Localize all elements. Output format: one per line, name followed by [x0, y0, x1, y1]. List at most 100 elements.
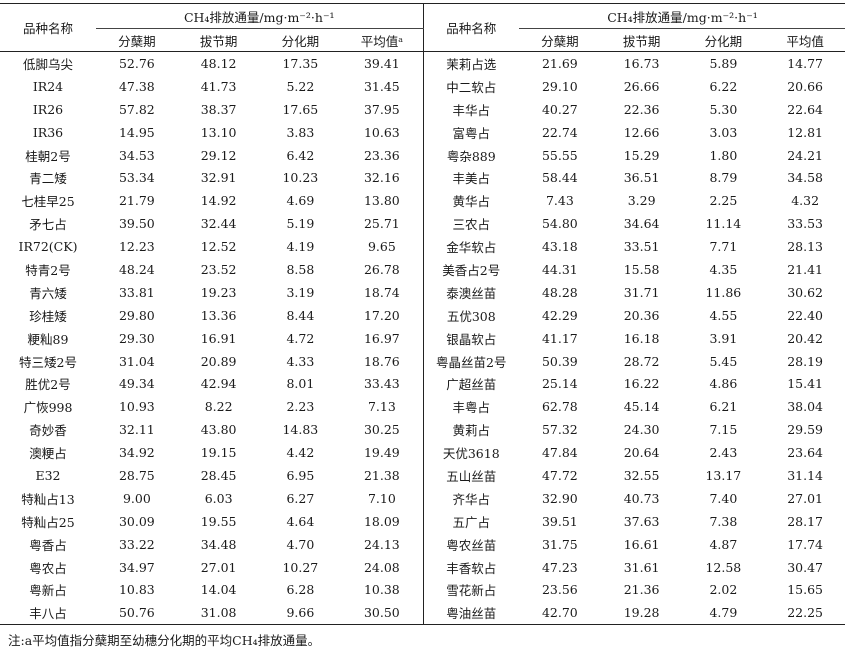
table-row: IR26 57.82 38.37 17.65 37.95 丰华占 40.27 22.36 5.3… [0, 97, 845, 121]
variety-name-cell-left: IR24 [32, 78, 64, 94]
value-cell-right: 12.58 [705, 559, 742, 575]
variety-name-cell-right: 雪花新占 [446, 583, 497, 599]
value-cell-left: 6.28 [286, 582, 315, 598]
value-cell-right: 15.58 [623, 261, 660, 277]
variety-name-cell-left: E32 [35, 467, 61, 483]
value-cell-right: 3.91 [709, 330, 738, 346]
value-cell-left: 18.09 [341, 509, 424, 533]
value-cell-left: 33.81 [118, 284, 155, 300]
value-cell-right: 33.53 [787, 216, 824, 232]
header-jointing-right: 拔节期 [600, 28, 683, 52]
value-cell-right: 16.61 [623, 536, 660, 552]
value-cell-right: 15.65 [787, 582, 824, 598]
value-cell-right: 20.64 [623, 445, 660, 461]
value-cell-left: 42.94 [200, 376, 237, 392]
value-cell-right: 2.02 [709, 582, 738, 598]
table-row: 奇妙香 32.11 43.80 14.83 30.25 黄莉占 57.32 24.30 7.15… [0, 418, 845, 442]
value-cell-left: 43.80 [200, 422, 237, 438]
table-row: 粤农占 34.97 27.01 10.27 24.08 丰香软占 47.23 31.61 12.… [0, 555, 845, 579]
value-cell-left: 47.38 [118, 78, 155, 94]
variety-name-cell-right: 丰华占 [452, 102, 490, 118]
value-cell-left: 18.74 [341, 280, 424, 304]
value-cell-right: 16.73 [623, 55, 660, 71]
value-cell-right: 20.66 [787, 78, 824, 94]
variety-name-cell-right: 中二软占 [446, 79, 497, 95]
header-differentiation-left: 分化期 [259, 28, 342, 52]
variety-name-cell-right: 齐华占 [452, 491, 490, 507]
value-cell-left: 21.38 [341, 464, 424, 487]
value-cell-right: 1.80 [709, 147, 738, 163]
value-cell-left: 33.43 [341, 372, 424, 396]
value-cell-right: 31.71 [623, 284, 660, 300]
value-cell-right: 11.86 [705, 284, 742, 300]
value-cell-right: 19.28 [600, 601, 683, 626]
variety-name-cell-right: 黄华占 [452, 194, 490, 210]
table-body: 低脚乌尖 52.76 48.12 17.35 39.41 茉莉占选 21.69 16.73 5.… [0, 51, 845, 626]
value-cell-left: 8.01 [286, 376, 315, 392]
variety-name-cell-left: 特青2号 [25, 262, 71, 278]
value-cell-left: 33.22 [118, 536, 155, 552]
value-cell-left: 13.10 [200, 124, 237, 140]
variety-name-cell-right: 富粤占 [452, 125, 490, 141]
value-cell-left: 17.20 [341, 303, 424, 327]
value-cell-left: 28.75 [118, 467, 155, 483]
value-cell-right: 3.03 [709, 124, 738, 140]
value-cell-right: 7.40 [709, 490, 738, 506]
value-cell-left: 29.30 [118, 330, 155, 346]
value-cell-right: 11.14 [705, 216, 742, 232]
value-cell-left: 4.64 [286, 513, 315, 529]
value-cell-left: 24.08 [341, 555, 424, 579]
value-cell-left: 19.23 [200, 284, 237, 300]
value-cell-left: 19.49 [341, 441, 424, 465]
variety-name-cell-right: 黄莉占 [452, 423, 490, 439]
value-cell-right: 47.84 [541, 445, 578, 461]
variety-name-cell-right: 粤农丝苗 [446, 537, 497, 553]
value-cell-right: 22.25 [764, 601, 845, 626]
header-flux-left: CH₄排放通量/mg·m⁻²·h⁻¹ [96, 3, 424, 29]
value-cell-right: 22.40 [787, 307, 824, 323]
value-cell-left: 10.63 [341, 120, 424, 144]
table-row: 特籼占13 9.00 6.03 6.27 7.10 齐华占 32.90 40.73 7.40 27… [0, 486, 845, 510]
variety-name-cell-right: 茉莉占选 [446, 56, 497, 72]
value-cell-left: 29.80 [118, 307, 155, 323]
variety-name-cell-right: 五优308 [446, 308, 496, 324]
variety-name-cell-right: 粤晶丝苗2号 [436, 354, 507, 370]
table-row: 特籼占25 30.09 19.55 4.64 18.09 五广占 39.51 37.63 7.3… [0, 509, 845, 533]
header-tillering-left: 分蘖期 [96, 28, 178, 52]
value-cell-right: 7.15 [709, 422, 738, 438]
value-cell-right: 7.43 [545, 193, 574, 209]
value-cell-left: 39.50 [118, 216, 155, 232]
variety-name-cell-left: 桂朝2号 [25, 148, 71, 164]
variety-name-cell-right: 美香占2号 [442, 262, 501, 278]
value-cell-right: 33.51 [623, 239, 660, 255]
header-variety-left: 品种名称 [0, 3, 96, 52]
value-cell-right: 22.74 [541, 124, 578, 140]
variety-name-cell-right: 泰澳丝苗 [446, 285, 497, 301]
value-cell-left: 39.41 [341, 51, 424, 75]
value-cell-left: 16.91 [200, 330, 237, 346]
value-cell-right: 40.27 [541, 101, 578, 117]
value-cell-left: 31.08 [177, 601, 260, 626]
value-cell-left: 29.12 [200, 147, 237, 163]
value-cell-right: 48.28 [541, 284, 578, 300]
value-cell-right: 27.01 [787, 490, 824, 506]
table-footnote: 注:a平均值指分蘖期至幼穗分化期的平均CH₄排放通量。 [8, 633, 321, 648]
table-row: 丰八占 50.76 31.08 9.66 30.50 粤油丝苗 42.70 19.28 4.79… [0, 601, 845, 626]
variety-name-cell-left: IR72(CK) [18, 239, 78, 255]
variety-name-cell-left: 粤香占 [29, 537, 67, 553]
value-cell-right: 4.87 [709, 536, 738, 552]
value-cell-right: 24.30 [623, 422, 660, 438]
value-cell-left: 5.19 [286, 216, 315, 232]
value-cell-left: 32.91 [200, 170, 237, 186]
value-cell-right: 21.36 [623, 582, 660, 598]
value-cell-left: 27.01 [200, 559, 237, 575]
variety-name-cell-left: 粤新占 [29, 583, 67, 599]
value-cell-left: 30.09 [118, 513, 155, 529]
table-row: 低脚乌尖 52.76 48.12 17.35 39.41 茉莉占选 21.69 16.73 5.… [0, 51, 845, 75]
value-cell-right: 7.71 [709, 239, 738, 255]
value-cell-left: 4.42 [286, 445, 315, 461]
value-cell-left: 9.66 [259, 601, 342, 626]
value-cell-right: 14.77 [787, 55, 824, 71]
value-cell-right: 15.41 [787, 376, 824, 392]
